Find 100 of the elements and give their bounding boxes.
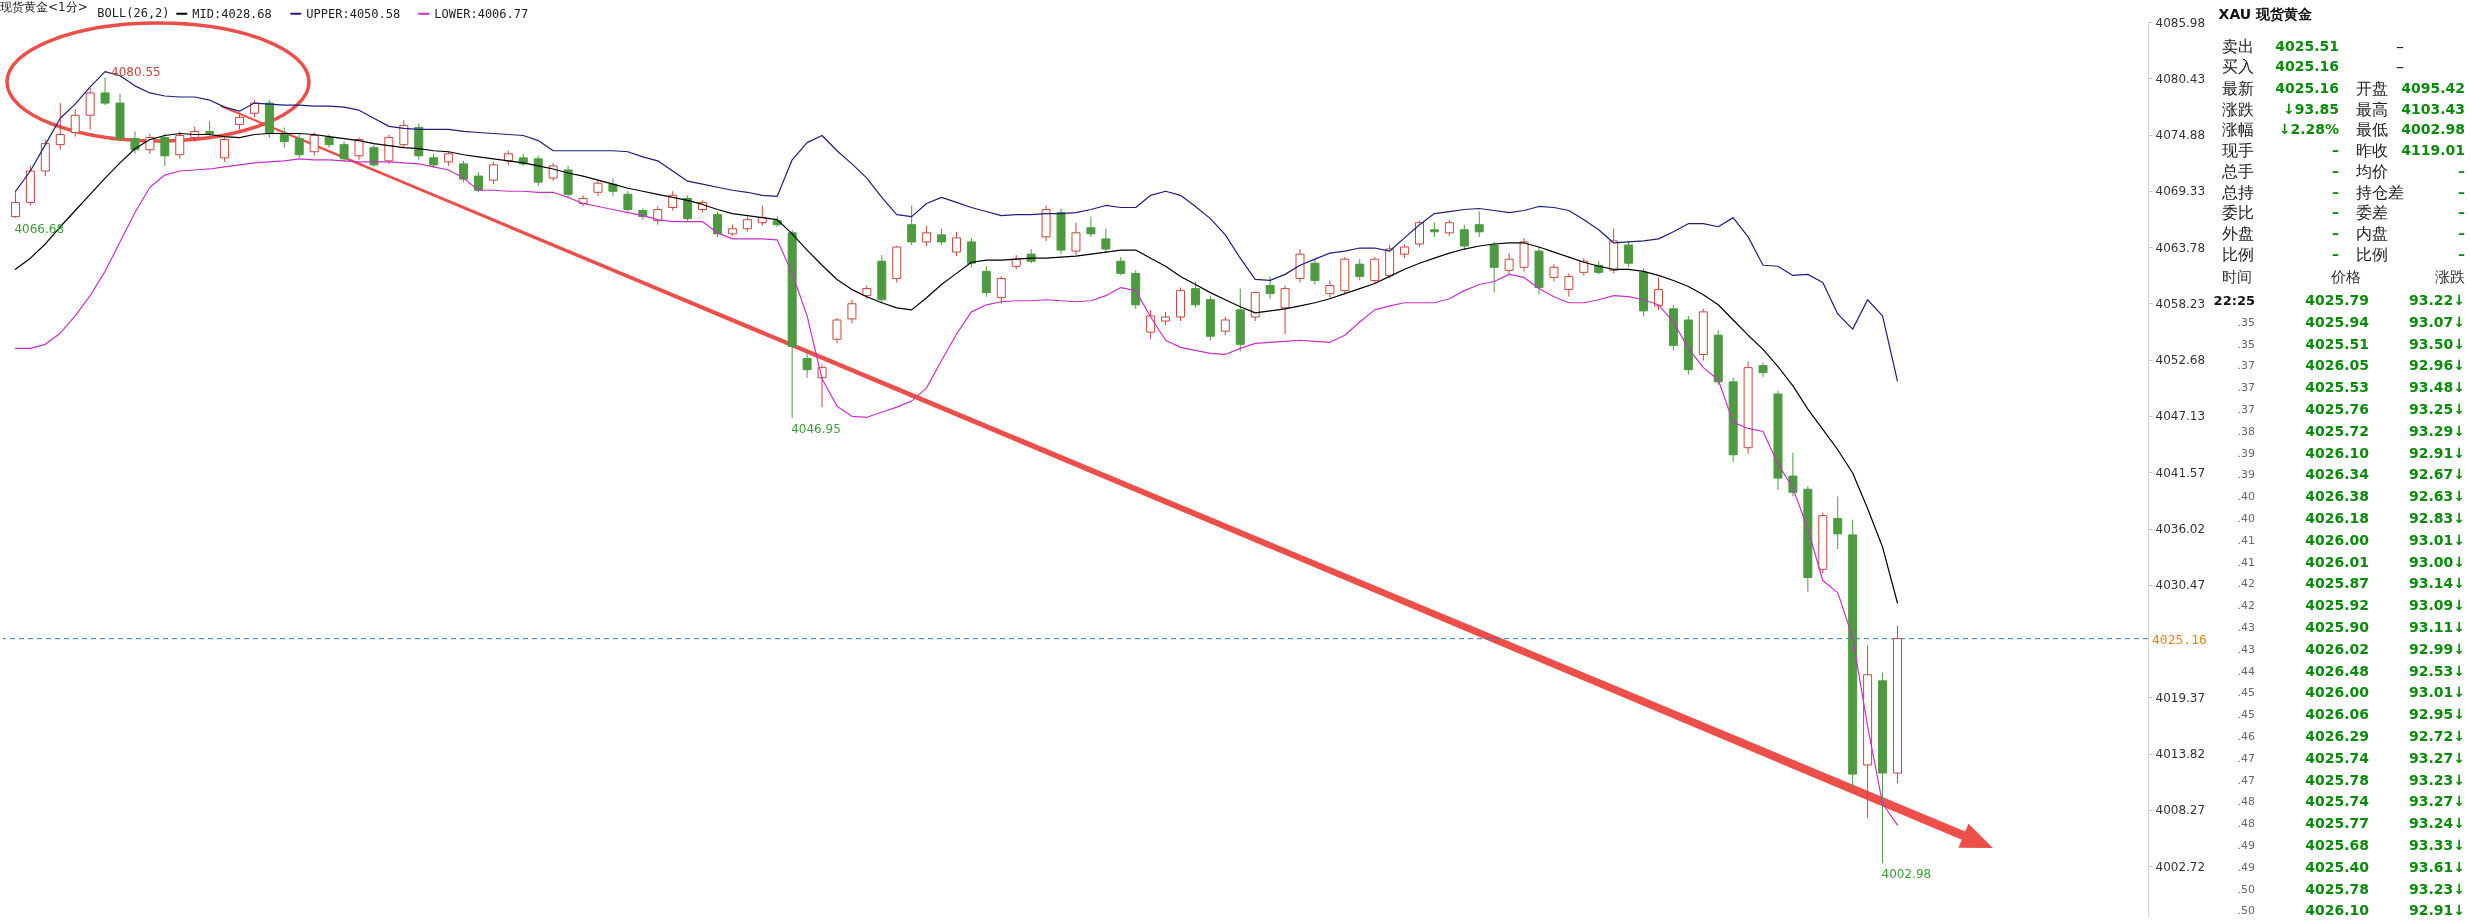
text: 时间 bbox=[2222, 268, 2252, 286]
candlestick bbox=[951, 231, 961, 257]
y-tick-label: 4052.68 bbox=[2155, 353, 2206, 368]
text: – bbox=[2332, 162, 2339, 179]
text: 4026.10 bbox=[2305, 444, 2370, 461]
candlestick bbox=[1280, 285, 1290, 335]
text: 4025.76 bbox=[2305, 401, 2369, 417]
text: .37 bbox=[2237, 381, 2255, 395]
text: – bbox=[2332, 224, 2339, 241]
y-tick-label: 4002.72 bbox=[2155, 859, 2206, 874]
text: 4026.00 bbox=[2305, 684, 2370, 701]
candlestick bbox=[1474, 211, 1484, 238]
text: .37 bbox=[2237, 403, 2255, 416]
y-tick-label: 4058.23 bbox=[2155, 296, 2206, 311]
text: 93.01↓ bbox=[2408, 684, 2465, 701]
text: 93.50↓ bbox=[2408, 335, 2465, 352]
y-tick-label: 4019.37 bbox=[2155, 690, 2206, 705]
candlestick bbox=[55, 102, 65, 151]
text: .49 bbox=[2237, 839, 2255, 852]
text: 4119.01 bbox=[2401, 142, 2465, 159]
text: 4025.78 bbox=[2305, 771, 2369, 788]
text: 4025.40 bbox=[2305, 858, 2370, 875]
legend-label: LOWER:4006.77 bbox=[434, 6, 529, 21]
text: 委比 bbox=[2222, 203, 2254, 223]
text: 92.95↓ bbox=[2408, 706, 2465, 723]
text: 卖出 bbox=[2222, 37, 2254, 56]
candlestick bbox=[309, 131, 319, 157]
text: 4046.95 bbox=[791, 421, 841, 436]
candlestick bbox=[817, 364, 827, 408]
y-tick-label: 4036.02 bbox=[2155, 522, 2206, 537]
y-tick-label: 4074.88 bbox=[2155, 128, 2206, 143]
text: XAU 现货黄金 bbox=[2218, 6, 2314, 22]
text: 涨跌 bbox=[2222, 99, 2254, 119]
text: 4026.06 bbox=[2305, 706, 2369, 723]
text: 4025.16 bbox=[2275, 57, 2339, 74]
text: – bbox=[2332, 142, 2339, 159]
text: – bbox=[2458, 204, 2465, 221]
candlestick bbox=[1564, 272, 1574, 298]
text: 93.23↓ bbox=[2408, 880, 2465, 897]
text: 4025.92 bbox=[2305, 597, 2369, 614]
text: 93.25↓ bbox=[2408, 401, 2465, 417]
annotation: 4002.98 bbox=[1881, 867, 1932, 882]
text: 93.24↓ bbox=[2408, 815, 2465, 832]
candlestick bbox=[1415, 220, 1425, 248]
candlestick bbox=[488, 161, 498, 185]
legend-label: UPPER:4050.58 bbox=[306, 6, 401, 21]
text: 93.23↓ bbox=[2408, 771, 2465, 788]
text: 4095.42 bbox=[2401, 80, 2465, 96]
candlestick bbox=[907, 204, 917, 246]
text: 4080.55 bbox=[111, 65, 161, 80]
text: 昨收 bbox=[2356, 141, 2388, 161]
text: .47 bbox=[2237, 751, 2255, 765]
candlestick bbox=[10, 191, 20, 219]
text: .45 bbox=[2237, 686, 2255, 700]
text: 涨幅 bbox=[2222, 120, 2254, 140]
candlestick bbox=[294, 132, 304, 159]
y-tick-label: 4085.98 bbox=[2155, 15, 2206, 30]
candlestick bbox=[1788, 452, 1798, 497]
text: – bbox=[2396, 56, 2404, 76]
text: .43 bbox=[2237, 642, 2255, 656]
text: .40 bbox=[2237, 512, 2255, 525]
text: 均价 bbox=[2355, 161, 2388, 181]
text: .46 bbox=[2237, 730, 2255, 743]
text: .48 bbox=[2237, 795, 2255, 809]
text: 4026.10 bbox=[2305, 902, 2370, 919]
candlestick bbox=[608, 177, 618, 197]
text: 内盘 bbox=[2356, 223, 2388, 243]
text: .35 bbox=[2237, 337, 2255, 351]
line-series bbox=[14, 158, 1899, 826]
candlestick bbox=[1086, 216, 1096, 238]
text: .47 bbox=[2237, 773, 2255, 787]
candlestick bbox=[1489, 241, 1499, 294]
text: 4025.94 bbox=[2305, 313, 2370, 330]
text: 4025.77 bbox=[2305, 815, 2369, 832]
text: – bbox=[2332, 245, 2339, 262]
text: 4025.87 bbox=[2305, 575, 2369, 592]
text: .48 bbox=[2237, 817, 2255, 831]
text: .42 bbox=[2237, 599, 2255, 613]
text: 4026.48 bbox=[2305, 662, 2369, 679]
candlestick bbox=[1265, 275, 1275, 300]
text: 93.33↓ bbox=[2408, 837, 2465, 853]
text: 93.22↓ bbox=[2408, 292, 2465, 308]
candlestick bbox=[1071, 222, 1081, 256]
text: 93.48↓ bbox=[2408, 379, 2465, 396]
text: 92.63↓ bbox=[2408, 488, 2465, 505]
text: 4025.51 bbox=[2305, 335, 2369, 352]
candlestick bbox=[175, 130, 185, 160]
text: 价格 bbox=[2330, 268, 2361, 286]
candlestick bbox=[1101, 228, 1111, 254]
candlestick bbox=[384, 134, 394, 165]
candlestick bbox=[802, 349, 812, 379]
text: 4026.29 bbox=[2305, 728, 2369, 744]
text: 比例 bbox=[2356, 244, 2388, 264]
text: .50 bbox=[2237, 882, 2255, 896]
candlestick bbox=[1116, 256, 1126, 276]
text: – bbox=[2458, 183, 2465, 200]
text: 93.29↓ bbox=[2408, 422, 2465, 439]
text: .43 bbox=[2237, 621, 2255, 634]
candlestick bbox=[1220, 316, 1230, 336]
candlestick bbox=[1370, 256, 1380, 285]
